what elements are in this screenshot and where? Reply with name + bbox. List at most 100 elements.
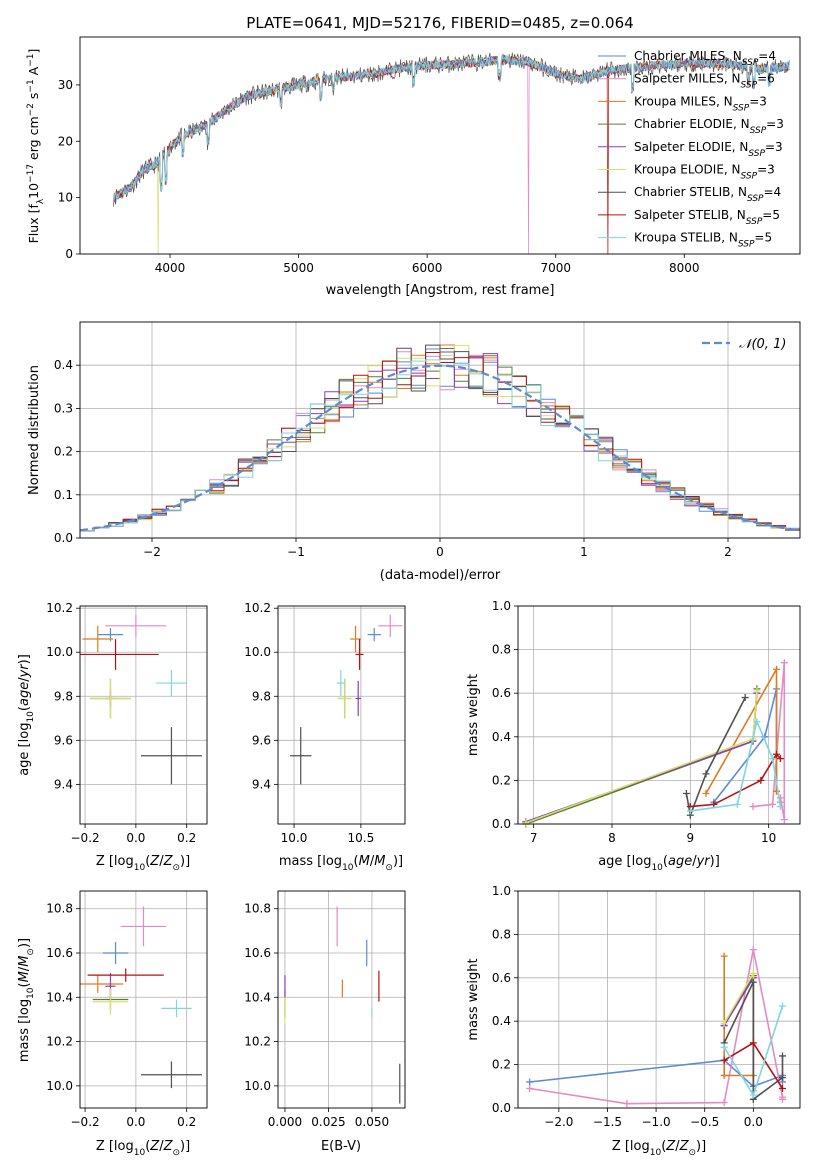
x-tick-label: −2.0: [544, 1115, 573, 1129]
x-tick-label: 7: [530, 831, 538, 845]
age-ylabel: age [log10(age/yr)]: [17, 654, 36, 776]
mass-ylabel: mass [log10(M/M⊙)]: [17, 938, 36, 1062]
massweight_vs_Z-panel: −2.0 −1.5 −1.0 −0.5 0.0 0.0 0.2 0.4 0.6 0.8 1.0 Z […: [466, 884, 801, 1158]
marker-chabrier_stelib: [778, 1074, 786, 1082]
residuals-panel: −2 −1 0 1 2 0.0 0.1 0.2 0.3 0.4 (data-model)/error…: [27, 321, 801, 583]
marker-kroupa_stelib: [720, 1043, 728, 1051]
x-tick-label: 0.050: [355, 1115, 389, 1129]
x-tick-label: 0.0: [126, 831, 145, 845]
marker-salpeter_stelib: [757, 776, 765, 784]
x-tick-label: 0.2: [177, 1115, 196, 1129]
y-tick-label: 0.4: [492, 730, 511, 744]
histogram-kroupa_stelib: [80, 359, 800, 538]
y-tick-label: 10.0: [46, 645, 73, 659]
x-tick-label: 0.025: [311, 1115, 345, 1129]
x-tick-label: 0: [436, 545, 444, 559]
marker-kroupa_miles: [773, 787, 780, 795]
x-tick-label: 0.0: [744, 1115, 763, 1129]
x-tick-label: −0.2: [71, 1115, 100, 1129]
x-tick-label: 4000: [155, 261, 186, 275]
marker-kroupa_elodie: [522, 819, 530, 827]
figure-title: PLATE=0641, MJD=52176, FIBERID=0485, z=0…: [246, 14, 633, 32]
marker-salpeter_stelib: [710, 800, 718, 808]
marker-chabrier_miles: [526, 1078, 534, 1086]
y-tick-label: 10: [58, 191, 73, 205]
x-tick-label: 8000: [669, 261, 700, 275]
y-tick-label: 10.8: [244, 902, 271, 916]
x-tick-label: 0.0: [126, 1115, 145, 1129]
x-tick-label: −1: [287, 545, 305, 559]
mass-weight-ylabel: mass weight: [466, 958, 481, 1040]
spectrum-xlabel: wavelength [Angstrom, rest frame]: [326, 283, 555, 298]
axes-frame: [517, 890, 801, 1109]
x-tick-label: 8: [608, 831, 616, 845]
marker-kroupa_elodie: [749, 969, 757, 977]
x-tick-label: 10.0: [281, 831, 308, 845]
marker-kroupa_stelib: [776, 803, 784, 811]
marker-salpeter_miles: [749, 946, 757, 954]
y-tick-label: 0.0: [492, 817, 511, 831]
marker-salpeter_miles: [720, 1099, 728, 1107]
mass-xlabel: mass [log10(M/M⊙)]: [279, 854, 403, 873]
y-tick-label: 20: [58, 134, 73, 148]
marker-salpeter_stelib: [749, 1039, 757, 1047]
y-tick-label: 10.6: [244, 946, 271, 960]
legend-label-salpeter_miles: Salpeter MILES, NSSP=6: [634, 72, 775, 91]
z-xlabel: Z [log10(Z/Z⊙)]: [96, 854, 190, 873]
y-tick-label: 9.4: [252, 777, 271, 791]
y-tick-label: 10.2: [244, 1035, 271, 1049]
x-tick-label: −0.2: [71, 831, 100, 845]
y-tick-label: 10.0: [244, 1079, 271, 1093]
x-tick-label: 5000: [283, 261, 314, 275]
y-tick-label: 10.8: [46, 902, 73, 916]
x-tick-label: 2: [724, 545, 732, 559]
y-tick-label: 0.6: [492, 686, 511, 700]
marker-salpeter_stelib: [773, 750, 780, 758]
y-tick-label: 0.8: [492, 643, 511, 657]
x-tick-label: 0.2: [177, 831, 196, 845]
marker-kroupa_stelib: [778, 1002, 786, 1010]
legend-label-kroupa_miles: Kroupa MILES, NSSP=3: [634, 94, 767, 113]
y-tick-label: 0: [65, 247, 73, 261]
marker-kroupa_stelib: [769, 755, 777, 763]
y-tick-label: 10.2: [46, 1035, 73, 1049]
x-tick-label: 0.000: [268, 1115, 302, 1129]
legend-label-gaussian: 𝒩(0, 1): [739, 337, 786, 352]
marker-salpeter_stelib: [778, 1084, 786, 1092]
y-tick-label: 9.6: [252, 733, 271, 747]
x-tick-label: −1.0: [642, 1115, 671, 1129]
y-tick-label: 0.4: [54, 358, 73, 372]
legend-label-salpeter_stelib: Salpeter STELIB, NSSP=5: [634, 208, 780, 227]
residuals-xlabel: (data-model)/error: [380, 568, 501, 583]
marker-chabrier_stelib: [741, 694, 749, 702]
y-tick-label: 0.8: [492, 927, 511, 941]
y-tick-label: 0.0: [54, 531, 73, 545]
y-tick-label: 9.4: [54, 777, 73, 791]
legend-label-chabrier_elodie: Chabrier ELODIE, NSSP=3: [634, 117, 784, 136]
x-tick-label: 9: [687, 831, 695, 845]
y-tick-label: 0.2: [492, 773, 511, 787]
y-tick-label: 0.2: [54, 445, 73, 459]
mass-weight-ylabel: mass weight: [466, 674, 481, 756]
x-tick-label: −2: [143, 545, 161, 559]
axes-frame: [79, 890, 208, 1109]
marker-kroupa_stelib: [749, 1091, 757, 1099]
y-tick-label: 0.1: [54, 488, 73, 502]
age_vs_mass-panel: 10.0 10.5 9.4 9.6 9.8 10.0 10.2 mass [log10(M/M…: [244, 601, 406, 873]
y-tick-label: 30: [58, 78, 73, 92]
axes-frame: [79, 605, 208, 825]
spectrum-panel: 4000 5000 6000 7000 8000 0 10 20 30 wavelength [A…: [26, 36, 801, 298]
legend-label-salpeter_elodie: Salpeter ELODIE, NSSP=3: [634, 140, 783, 159]
age_vs_Z-panel: −0.2 0.0 0.2 9.4 9.6 9.8 10.0 10.2 Z [log10(Z/Z⊙…: [17, 601, 208, 873]
y-tick-label: 10.2: [244, 601, 271, 615]
y-tick-label: 1.0: [492, 884, 511, 898]
x-tick-label: 1: [580, 545, 588, 559]
spectrum-line-salpeter_stelib: [113, 56, 790, 254]
marker-kroupa_stelib: [733, 800, 741, 808]
legend-label-chabrier_miles: Chabrier MILES, NSSP=4: [634, 49, 776, 68]
legend-label-kroupa_elodie: Kroupa ELODIE, NSSP=3: [634, 163, 775, 182]
y-tick-label: 10.2: [46, 601, 73, 615]
marker-salpeter_stelib: [720, 1056, 728, 1064]
marker-salpeter_miles: [623, 1100, 631, 1108]
axes-frame: [79, 36, 801, 255]
